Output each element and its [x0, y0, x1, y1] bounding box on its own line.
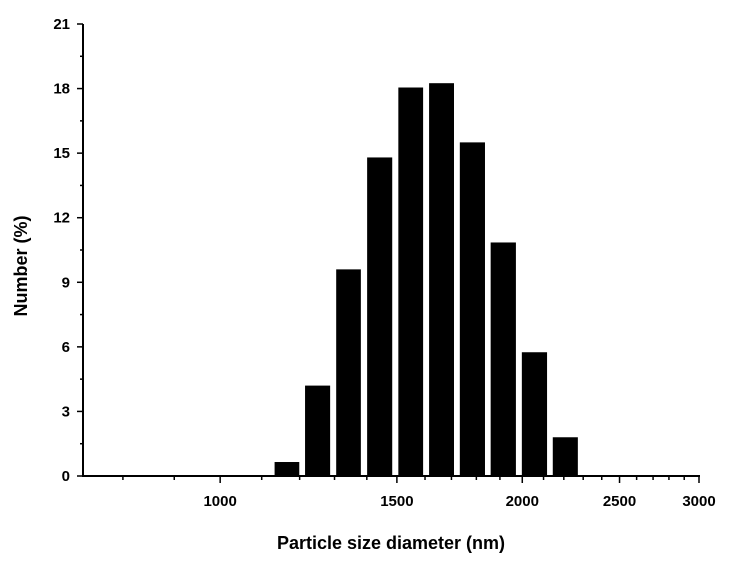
bar-1 — [274, 462, 300, 476]
x-tick-label: 3000 — [682, 493, 715, 510]
bar-3 — [336, 269, 361, 476]
bars-group — [274, 83, 578, 476]
bar-7 — [459, 142, 485, 476]
bar-6 — [429, 83, 454, 476]
labels-group: 0 3 6 9 12 15 18 21 1000 1500 2000 2500 3000 — [53, 16, 715, 510]
bar-4 — [367, 157, 393, 476]
bar-2 — [305, 385, 331, 476]
y-tick-label: 15 — [53, 145, 70, 162]
bar-5 — [398, 87, 424, 476]
y-tick-label: 3 — [62, 403, 70, 420]
y-tick-label: 18 — [53, 81, 70, 98]
y-tick-label: 6 — [62, 339, 70, 356]
x-tick-label: 2000 — [506, 493, 539, 510]
y-tick-label: 12 — [53, 210, 70, 227]
y-tick-label: 21 — [53, 16, 70, 33]
x-tick-label: 2500 — [603, 493, 636, 510]
x-tick-label: 1000 — [203, 493, 236, 510]
y-axis-title: Number (%) — [11, 215, 31, 316]
x-tick-label: 1500 — [380, 493, 413, 510]
bar-9 — [521, 352, 548, 476]
y-tick-label: 9 — [62, 274, 70, 291]
bar-10 — [552, 437, 578, 476]
bar-8 — [490, 242, 516, 476]
x-axis-title: Particle size diameter (nm) — [277, 533, 505, 553]
y-tick-label: 0 — [62, 468, 70, 485]
axes-group — [77, 23, 700, 483]
